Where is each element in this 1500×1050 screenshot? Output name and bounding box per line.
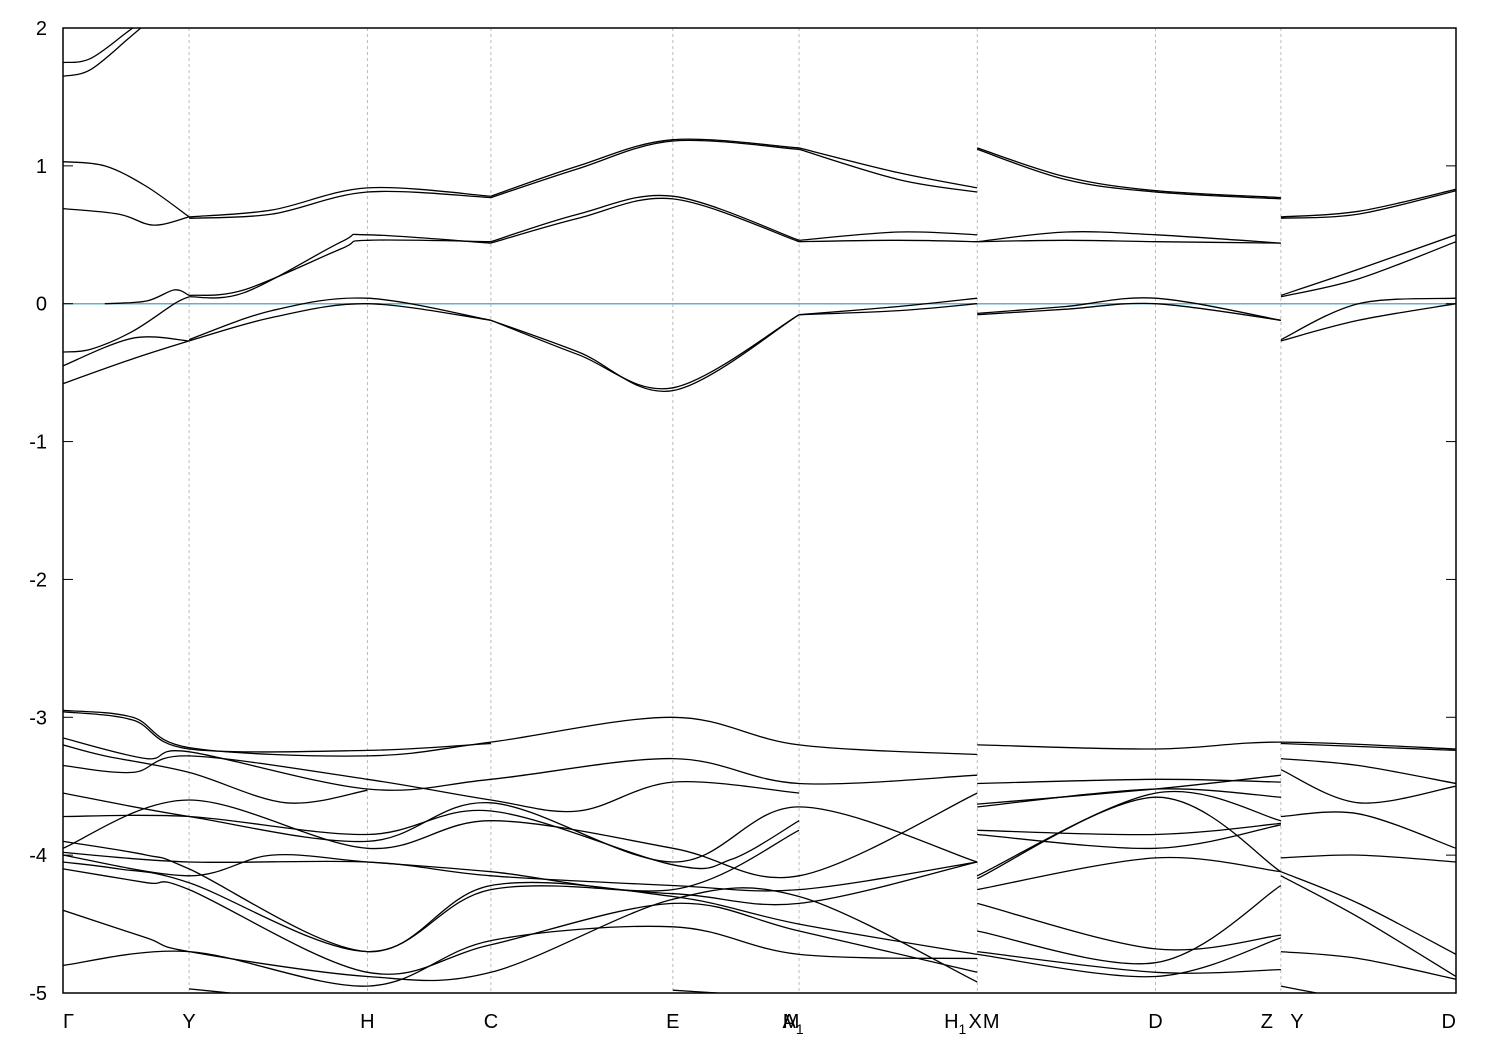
band-line xyxy=(977,857,1281,889)
band-line xyxy=(189,240,491,295)
band-line xyxy=(63,162,189,217)
k-point-label: E xyxy=(666,1011,679,1033)
band-line xyxy=(1281,855,1456,862)
k-point-label: A1 xyxy=(782,1011,803,1037)
band-line xyxy=(63,738,977,790)
k-point-label: C xyxy=(484,1011,498,1033)
y-axis-ticks: 2 1 0 -1 -2 -3 -4 -5 xyxy=(29,18,1456,1005)
band-line xyxy=(189,188,491,217)
k-point-label: M xyxy=(983,1011,1000,1033)
band-line xyxy=(63,888,977,982)
band-lines xyxy=(63,0,1456,993)
band-line xyxy=(491,195,799,241)
band-line xyxy=(491,140,799,197)
band-line xyxy=(1281,986,1317,993)
band-line xyxy=(63,756,799,812)
band-line xyxy=(63,745,367,803)
y-tick-label: 0 xyxy=(36,294,47,316)
band-line xyxy=(1281,872,1456,955)
band-line xyxy=(491,315,799,392)
k-point-label: Γ xyxy=(63,1011,74,1033)
band-line xyxy=(189,234,491,298)
band-line xyxy=(63,297,189,352)
band-line xyxy=(977,240,1281,243)
band-line xyxy=(977,303,1281,320)
band-line xyxy=(977,797,1281,878)
grid-lines xyxy=(189,28,1281,993)
band-line xyxy=(63,710,977,756)
k-point-label: Z xyxy=(1261,1011,1273,1033)
y-tick-label: -3 xyxy=(29,707,47,729)
band-line xyxy=(1281,770,1456,803)
band-line xyxy=(977,823,1281,834)
y-tick-label: -5 xyxy=(29,983,47,1005)
band-line xyxy=(799,148,977,188)
band-line xyxy=(977,149,1281,199)
x-axis-ticks: Γ Y H C E MA1 H1 X M D Z Y D xyxy=(63,1011,1456,1037)
band-line xyxy=(1281,304,1456,341)
y-tick-label: 1 xyxy=(36,156,47,178)
band-line xyxy=(105,290,189,304)
band-line xyxy=(1281,812,1456,848)
band-line xyxy=(799,232,977,240)
k-point-label: D xyxy=(1442,1011,1456,1033)
k-point-label: H1 xyxy=(944,1011,966,1037)
band-line xyxy=(63,793,977,862)
y-tick-label: -2 xyxy=(29,569,47,591)
k-point-label: H xyxy=(360,1011,374,1033)
band-line xyxy=(63,712,491,752)
band-line xyxy=(63,926,977,986)
band-line xyxy=(1281,759,1456,784)
band-line xyxy=(1281,191,1456,219)
band-line xyxy=(63,0,189,63)
k-point-label: D xyxy=(1148,1011,1162,1033)
k-point-label: Y xyxy=(1290,1011,1303,1033)
band-line xyxy=(63,209,189,226)
k-point-label: X xyxy=(969,1011,982,1033)
plot-frame xyxy=(63,28,1456,993)
band-line xyxy=(63,852,977,891)
band-line xyxy=(491,198,799,243)
band-line xyxy=(491,315,799,389)
band-line xyxy=(1281,876,1456,977)
y-tick-label: 2 xyxy=(36,18,47,40)
y-tick-label: -1 xyxy=(29,432,47,454)
band-line xyxy=(799,240,977,241)
band-line xyxy=(1281,952,1456,980)
band-line xyxy=(491,139,799,196)
band-line xyxy=(977,886,1281,964)
band-line xyxy=(63,341,189,384)
band-line xyxy=(1281,242,1456,297)
band-line xyxy=(977,298,1281,321)
y-tick-label: -4 xyxy=(29,845,47,867)
k-point-label: Y xyxy=(182,1011,195,1033)
band-line xyxy=(63,0,189,76)
band-line xyxy=(1281,235,1456,296)
